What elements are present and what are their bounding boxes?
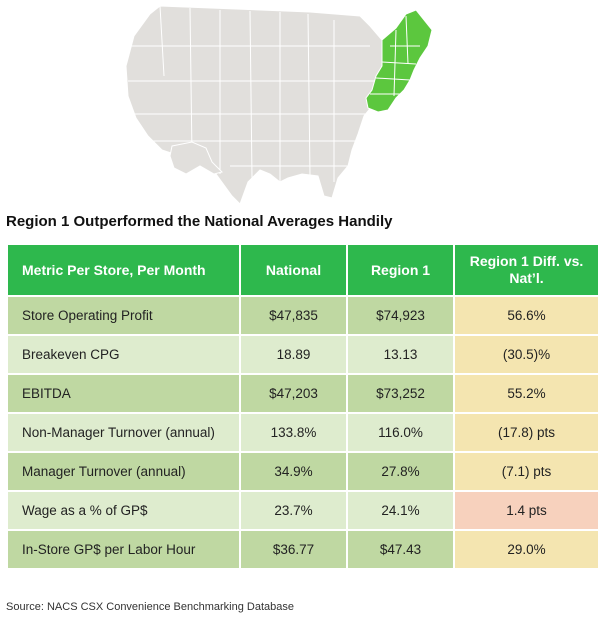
row-diff: 29.0% xyxy=(453,529,600,570)
source-note: Source: NACS CSX Convenience Benchmarkin… xyxy=(6,601,294,613)
row-national: 18.89 xyxy=(239,334,348,375)
header-metric: Metric Per Store, Per Month xyxy=(6,243,241,297)
row-diff: (17.8) pts xyxy=(453,412,600,453)
row-national: 34.9% xyxy=(239,451,348,492)
row-metric: Manager Turnover (annual) xyxy=(6,451,241,492)
table-row: EBITDA $47,203 $73,252 55.2% xyxy=(6,373,600,414)
header-diff: Region 1 Diff. vs. Nat’l. xyxy=(453,243,600,297)
row-metric: Wage as a % of GP$ xyxy=(6,490,241,531)
table-row: In-Store GP$ per Labor Hour $36.77 $47.4… xyxy=(6,529,600,570)
row-metric: Non-Manager Turnover (annual) xyxy=(6,412,241,453)
row-national: $47,203 xyxy=(239,373,348,414)
row-diff: 55.2% xyxy=(453,373,600,414)
table-row: Breakeven CPG 18.89 13.13 (30.5)% xyxy=(6,334,600,375)
row-national: $36.77 xyxy=(239,529,348,570)
map-state-borders xyxy=(128,6,382,182)
row-region: 24.1% xyxy=(346,490,455,531)
table-row: Store Operating Profit $47,835 $74,923 5… xyxy=(6,295,600,336)
row-region: $47.43 xyxy=(346,529,455,570)
row-diff: (7.1) pts xyxy=(453,451,600,492)
row-metric: In-Store GP$ per Labor Hour xyxy=(6,529,241,570)
map-region-1-borders xyxy=(370,15,420,97)
header-region-1: Region 1 xyxy=(346,243,455,297)
row-national: 133.8% xyxy=(239,412,348,453)
row-diff: (30.5)% xyxy=(453,334,600,375)
row-region: 27.8% xyxy=(346,451,455,492)
row-national: $47,835 xyxy=(239,295,348,336)
map-lower48-shape xyxy=(125,6,389,205)
map-alaska-shape xyxy=(169,141,223,175)
row-diff: 1.4 pts xyxy=(453,490,600,531)
table-row: Non-Manager Turnover (annual) 133.8% 116… xyxy=(6,412,600,453)
metrics-table: Metric Per Store, Per Month National Reg… xyxy=(6,243,600,570)
row-region: $74,923 xyxy=(346,295,455,336)
row-region: 13.13 xyxy=(346,334,455,375)
row-metric: Breakeven CPG xyxy=(6,334,241,375)
map-region-1-shape xyxy=(365,9,433,113)
us-map xyxy=(120,6,465,206)
row-diff: 56.6% xyxy=(453,295,600,336)
us-map-region-1-icon xyxy=(125,6,433,205)
row-national: 23.7% xyxy=(239,490,348,531)
header-national: National xyxy=(239,243,348,297)
table-header-row: Metric Per Store, Per Month National Reg… xyxy=(6,243,600,297)
row-metric: Store Operating Profit xyxy=(6,295,241,336)
table-row: Wage as a % of GP$ 23.7% 24.1% 1.4 pts xyxy=(6,490,600,531)
row-metric: EBITDA xyxy=(6,373,241,414)
row-region: $73,252 xyxy=(346,373,455,414)
table-title: Region 1 Outperformed the National Avera… xyxy=(6,213,393,230)
table-row: Manager Turnover (annual) 34.9% 27.8% (7… xyxy=(6,451,600,492)
row-region: 116.0% xyxy=(346,412,455,453)
